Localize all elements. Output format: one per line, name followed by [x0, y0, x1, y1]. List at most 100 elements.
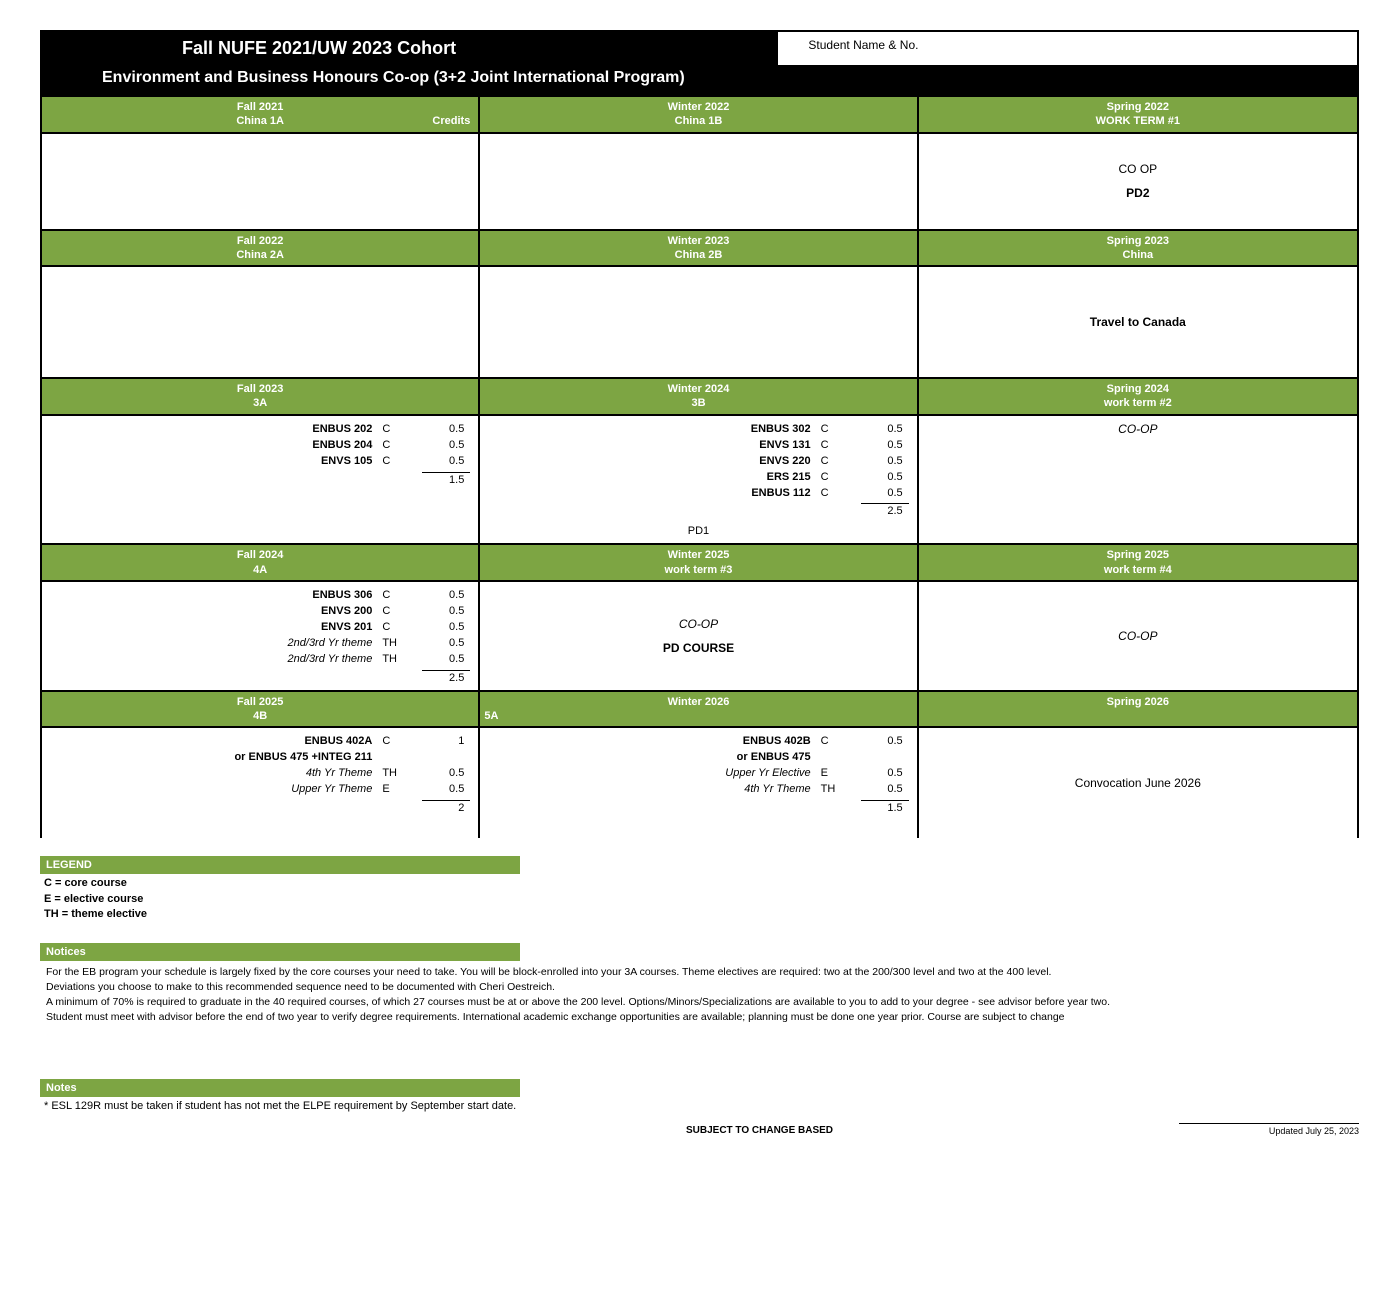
- term-cell: Fall 20244AENBUS 306C0.5ENVS 200C0.5ENVS…: [42, 545, 480, 689]
- term-row: Fall 20254BENBUS 402AC1or ENBUS 475 +INT…: [42, 690, 1357, 839]
- term-header: Winter 2023China 2B: [480, 231, 916, 268]
- term-header-line2: China 1A: [236, 114, 284, 128]
- course-credits: 0.5: [422, 652, 470, 668]
- course-name: or ENBUS 475 +INTEG 211: [50, 750, 378, 766]
- course-credits: [422, 750, 470, 766]
- course-name: ENBUS 402B: [488, 734, 816, 750]
- course-credits: 1: [422, 734, 470, 750]
- term-body-text: Travel to Canada: [1090, 315, 1186, 329]
- term-header-line1: Winter 2025: [480, 548, 916, 562]
- course-row: ENBUS 204C0.5: [50, 438, 470, 454]
- course-type: E: [821, 766, 857, 782]
- course-name: ENVS 105: [50, 454, 378, 470]
- note-line: * ESL 129R must be taken if student has …: [44, 1099, 1355, 1114]
- term-header-line2: 3B: [480, 396, 916, 410]
- term-header-line2: China 2B: [480, 248, 916, 262]
- course-type: C: [382, 604, 418, 620]
- term-cell: Fall 2022China 2A: [42, 231, 480, 378]
- course-row: ENVS 200C0.5: [50, 604, 470, 620]
- cohort-title: Fall NUFE 2021/UW 2023 Cohort: [42, 32, 778, 65]
- course-credits: 0.5: [861, 438, 909, 454]
- course-name: ERS 215: [488, 470, 816, 486]
- course-row: ENVS 105C0.5: [50, 454, 470, 470]
- course-credits: 0.5: [861, 766, 909, 782]
- term-header-line1: Winter 2023: [480, 234, 916, 248]
- term-body: ENBUS 402AC1or ENBUS 475 +INTEG 2114th Y…: [42, 728, 478, 838]
- total-credits: 1.5: [861, 800, 909, 814]
- course-type: C: [821, 438, 857, 454]
- course-credits: 0.5: [861, 734, 909, 750]
- course-row: 2nd/3rd Yr themeTH0.5: [50, 636, 470, 652]
- total-credits: 2.5: [861, 503, 909, 517]
- term-header-line2: China 2A: [42, 248, 478, 262]
- term-body-text: CO OP: [1118, 162, 1157, 176]
- course-name: ENVS 200: [50, 604, 378, 620]
- notes-lines: * ESL 129R must be taken if student has …: [40, 1097, 1359, 1116]
- term-cell: Winter 2023China 2B: [480, 231, 918, 378]
- course-type: TH: [821, 782, 857, 798]
- term-body: ENBUS 402BC0.5or ENBUS 475Upper Yr Elect…: [480, 728, 916, 838]
- term-header: Spring 2023China: [919, 231, 1357, 268]
- term-header: Fall 2021China 1ACredits: [42, 97, 478, 134]
- term-body: CO-OP: [919, 582, 1357, 690]
- course-name: 2nd/3rd Yr theme: [50, 652, 378, 668]
- course-row: ENBUS 202C0.5: [50, 422, 470, 438]
- term-header: Winter 2025work term #3: [480, 545, 916, 582]
- course-row: or ENBUS 475: [488, 750, 908, 766]
- credits-label: Credits: [432, 114, 470, 128]
- course-name: ENBUS 306: [50, 588, 378, 604]
- term-body: Travel to Canada: [919, 267, 1357, 377]
- term-cell: Spring 2022WORK TERM #1CO OPPD2: [919, 97, 1357, 229]
- term-header-line2: 3A: [42, 396, 478, 410]
- course-credits: [861, 750, 909, 766]
- term-cell: Fall 2021China 1ACredits: [42, 97, 480, 229]
- term-header: Winter 20265A: [480, 692, 916, 729]
- course-row: ENBUS 402BC0.5: [488, 734, 908, 750]
- term-header-line1: Fall 2024: [42, 548, 478, 562]
- term-header-line1: Winter 2024: [480, 382, 916, 396]
- term-body: ENBUS 202C0.5ENBUS 204C0.5ENVS 105C0.51.…: [42, 416, 478, 544]
- course-name: or ENBUS 475: [488, 750, 816, 766]
- total-row: 1.5: [488, 798, 908, 814]
- title-row: Fall NUFE 2021/UW 2023 Cohort Student Na…: [42, 32, 1357, 65]
- course-type: [382, 750, 418, 766]
- pd-label: PD1: [488, 525, 908, 537]
- term-cell: Fall 20233A ENBUS 202C0.5ENBUS 204C0.5ENV…: [42, 379, 480, 543]
- course-credits: 0.5: [422, 438, 470, 454]
- term-header-line2: [919, 709, 1357, 723]
- course-row: ENBUS 112C0.5: [488, 486, 908, 502]
- course-row: or ENBUS 475 +INTEG 211: [50, 750, 470, 766]
- term-cell: Spring 2024work term #2CO-OP: [919, 379, 1357, 543]
- notice-line: Deviations you choose to make to this re…: [46, 980, 1353, 995]
- term-header-line1: Fall 2023: [42, 382, 478, 396]
- legend-line: TH = theme elective: [44, 907, 1355, 922]
- term-cell: Spring 2023China Travel to Canada: [919, 231, 1357, 378]
- term-header-line2: 5A: [480, 709, 916, 723]
- term-header-line2: WORK TERM #1: [919, 114, 1357, 128]
- term-cell: Spring 2026 Convocation June 2026: [919, 692, 1357, 839]
- term-body: [480, 134, 916, 229]
- term-header: Fall 20233A: [42, 379, 478, 416]
- term-header-line2: work term #3: [480, 563, 916, 577]
- course-type: C: [382, 454, 418, 470]
- course-credits: 0.5: [422, 604, 470, 620]
- course-credits: 0.5: [861, 454, 909, 470]
- course-name: ENBUS 112: [488, 486, 816, 502]
- course-type: C: [821, 470, 857, 486]
- course-credits: 0.5: [422, 588, 470, 604]
- course-row: Upper Yr ThemeE0.5: [50, 782, 470, 798]
- term-body: Convocation June 2026: [919, 728, 1357, 838]
- total-credits: 2: [422, 800, 470, 814]
- course-type: TH: [382, 652, 418, 668]
- course-name: Upper Yr Theme: [50, 782, 378, 798]
- total-credits: 2.5: [422, 670, 470, 684]
- course-row: ENVS 220C0.5: [488, 454, 908, 470]
- course-type: E: [382, 782, 418, 798]
- legend-line: C = core course: [44, 876, 1355, 891]
- course-type: TH: [382, 636, 418, 652]
- term-body: [42, 134, 478, 229]
- term-header: Winter 20243B: [480, 379, 916, 416]
- term-body: ENBUS 302C0.5ENVS 131C0.5ENVS 220C0.5ERS…: [480, 416, 916, 544]
- legend-line: E = elective course: [44, 892, 1355, 907]
- term-cell: Spring 2025work term #4CO-OP: [919, 545, 1357, 689]
